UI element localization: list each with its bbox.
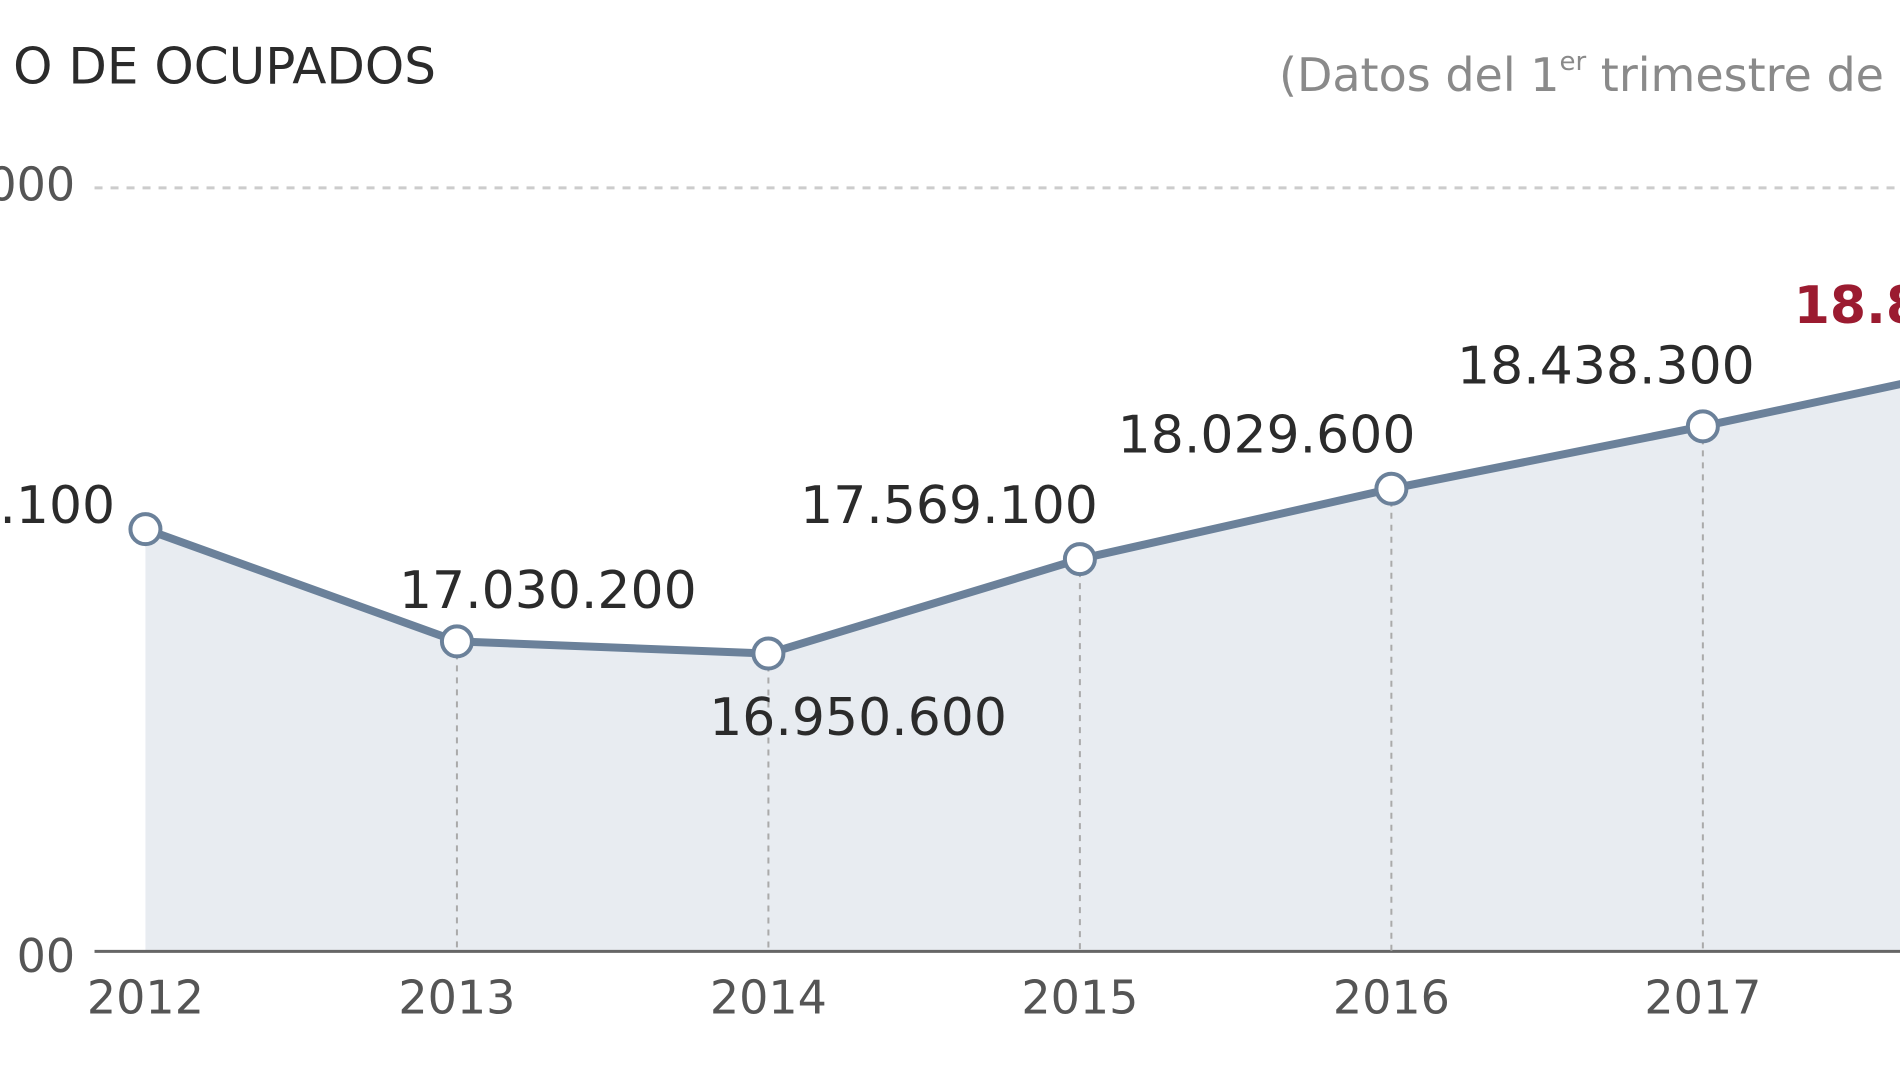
x-tick-label: 2015 (1021, 971, 1138, 1025)
point (439, 624, 474, 659)
chart-title: O DE OCUPADOS (13, 38, 436, 96)
subtitle-part: (Datos del 1 (1279, 48, 1560, 102)
x-tick-label: 2012 (87, 971, 204, 1025)
area (145, 384, 1900, 952)
x-tick-label: 2014 (710, 971, 827, 1025)
value-label: 16.950.600 (709, 688, 1007, 748)
x-tick-label: 2016 (1333, 971, 1450, 1025)
point (1685, 409, 1720, 444)
point (751, 636, 786, 671)
value-label: 18.438.300 (1457, 337, 1755, 397)
point (1062, 542, 1097, 577)
subtitle-part: trimestre de c (1586, 48, 1900, 102)
value-label: 17.030.200 (399, 561, 697, 621)
chart-subtitle: (Datos del 1er trimestre de c (1279, 47, 1900, 102)
point (128, 512, 163, 547)
x-tick-label: 2013 (398, 971, 515, 1025)
value-label: 17.569.100 (800, 476, 1098, 536)
value-label: .100 (0, 476, 115, 536)
point (1374, 471, 1409, 506)
y-tick-label: 000 (0, 157, 75, 211)
subtitle-sup: er (1560, 47, 1587, 77)
value-label: 18.8 (1794, 276, 1900, 336)
x-tick-label: 2017 (1644, 971, 1761, 1025)
value-label: 18.029.600 (1118, 406, 1416, 466)
y-tick-label: 00 (17, 929, 76, 983)
